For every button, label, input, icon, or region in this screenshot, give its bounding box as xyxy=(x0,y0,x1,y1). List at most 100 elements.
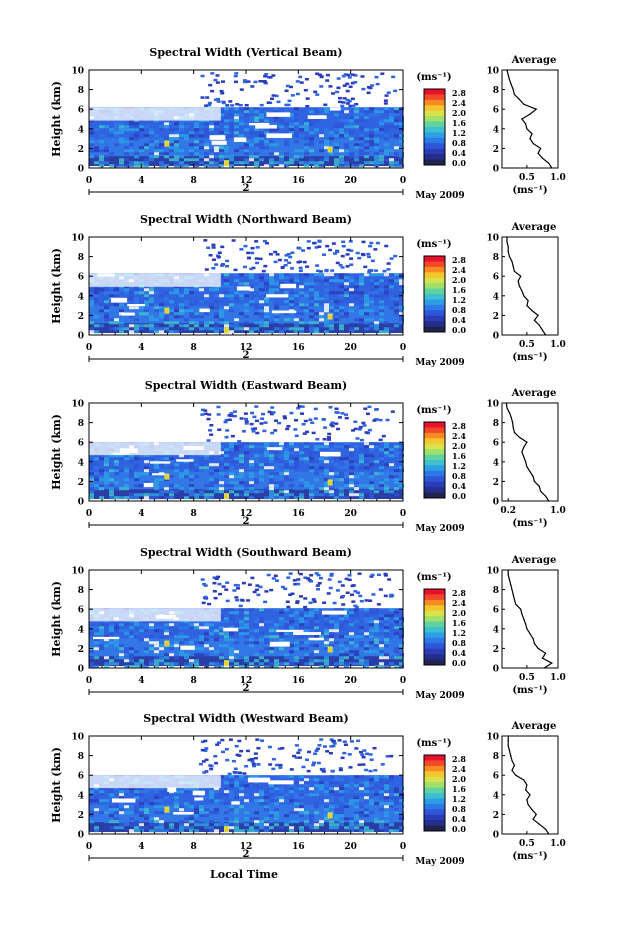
heatmap-cell xyxy=(139,793,144,797)
day-label: 2 xyxy=(243,516,250,527)
heatmap-upper-cell xyxy=(262,429,267,433)
avg-profile-point xyxy=(529,113,531,115)
heatmap-cell xyxy=(194,143,199,147)
heatmap-cell xyxy=(224,484,229,488)
heatmap-cell xyxy=(254,620,259,624)
heatmap-upper-cell xyxy=(301,422,306,426)
avg-profile-point xyxy=(538,823,540,825)
heatmap-cell xyxy=(294,288,299,292)
heatmap-cell xyxy=(369,134,374,138)
heatmap-cell xyxy=(264,297,269,301)
heatmap-cell xyxy=(89,327,94,331)
heatmap-cell xyxy=(379,273,384,277)
colorbar-tick-label: 0.0 xyxy=(452,325,466,335)
heatmap-cell xyxy=(154,802,159,806)
heatmap-cell xyxy=(374,817,379,821)
heatmap-cell xyxy=(399,312,404,316)
heatmap-cell xyxy=(304,303,309,307)
heatmap-cell xyxy=(379,790,384,794)
heatmap-cell xyxy=(259,793,264,797)
heatmap-cell xyxy=(349,614,354,618)
heatmap-cell xyxy=(299,128,304,132)
heatmap-cell xyxy=(389,466,394,470)
heatmap-cell xyxy=(144,826,149,830)
heatmap-upper-cell xyxy=(234,72,239,75)
heatmap-cell xyxy=(389,448,394,452)
heatmap-upper-cell xyxy=(233,771,238,775)
heatmap-cell xyxy=(319,149,324,153)
heatmap-cell xyxy=(129,635,134,639)
heatmap-cell xyxy=(324,644,329,648)
avg-y-tick-label: 8 xyxy=(493,86,499,96)
x-axis-label: Local Time xyxy=(210,868,278,881)
heatmap-upper-cell xyxy=(361,755,366,759)
heatmap-upper-cell xyxy=(210,72,215,75)
heatmap-cell xyxy=(274,327,279,331)
heatmap-cell xyxy=(384,107,389,111)
heatmap-cell xyxy=(304,820,309,824)
heatmap-cell xyxy=(149,472,154,476)
heatmap-cell xyxy=(279,611,284,615)
heatmap-cell xyxy=(184,823,189,827)
heatmap-upper-cell xyxy=(367,428,372,432)
heatmap-cell xyxy=(359,775,364,779)
heatmap-cell xyxy=(144,454,149,458)
heatmap-upper-cell xyxy=(215,743,220,746)
heatmap-upper-cell xyxy=(304,758,309,762)
heatmap-cell xyxy=(354,614,359,618)
heatmap-cell xyxy=(154,330,159,334)
heatmap-cell xyxy=(284,300,289,304)
heatmap-cell xyxy=(394,811,399,815)
heatmap-cell xyxy=(304,445,309,449)
heatmap-cell xyxy=(399,626,404,630)
heatmap-cell xyxy=(154,644,159,648)
colorbar-segment xyxy=(424,643,445,650)
heatmap-cell xyxy=(264,775,269,779)
heatmap-cell xyxy=(394,445,399,449)
heatmap-cell xyxy=(89,297,94,301)
heatmap-cell xyxy=(344,466,349,470)
heatmap-cell xyxy=(359,626,364,630)
heatmap-cell xyxy=(329,303,334,307)
heatmap-cell xyxy=(89,662,94,666)
heatmap-cell xyxy=(179,814,184,818)
heatmap-cell xyxy=(149,457,154,461)
heatmap-cell xyxy=(354,309,359,313)
heatmap-upper-cell xyxy=(200,748,205,752)
heatmap-cell xyxy=(369,294,374,298)
heatmap-upper-cell xyxy=(354,747,359,750)
avg-y-tick-label: 6 xyxy=(493,439,499,449)
heatmap-cell xyxy=(149,641,154,645)
heatmap-cell xyxy=(114,131,119,135)
heatmap-cell xyxy=(369,623,374,627)
heatmap-cell xyxy=(254,321,259,325)
heatmap-gap xyxy=(268,780,294,785)
heatmap-cell xyxy=(294,113,299,117)
heatmap-cell xyxy=(304,484,309,488)
heatmap-cell xyxy=(339,125,344,129)
heatmap-cell xyxy=(314,644,319,648)
heatmap-cell xyxy=(399,617,404,621)
heatmap-cell xyxy=(234,778,239,782)
heatmap-cell xyxy=(244,442,249,446)
heatmap-cell xyxy=(279,490,284,494)
heatmap-cell xyxy=(309,608,314,612)
heatmap-cell xyxy=(309,820,314,824)
heatmap-upper-cell xyxy=(334,411,339,414)
heatmap-cell xyxy=(214,487,219,491)
heatmap-cell xyxy=(154,146,159,150)
heatmap-cell xyxy=(319,134,324,138)
colorbar-tick-label: 1.6 xyxy=(452,618,466,628)
heatmap-cell xyxy=(299,285,304,289)
heatmap-cell xyxy=(139,146,144,150)
heatmap-upper-cell xyxy=(261,412,266,416)
heatmap-upper-cell xyxy=(385,755,390,758)
heatmap-cell xyxy=(119,496,124,500)
heatmap-cell xyxy=(309,297,314,301)
heatmap-upper-cell xyxy=(200,413,205,416)
heatmap-cell xyxy=(159,143,164,147)
heatmap-cell xyxy=(309,321,314,325)
heatmap-cell xyxy=(314,493,319,497)
heatmap-upper-cell xyxy=(308,418,313,421)
heatmap-cell xyxy=(259,802,264,806)
